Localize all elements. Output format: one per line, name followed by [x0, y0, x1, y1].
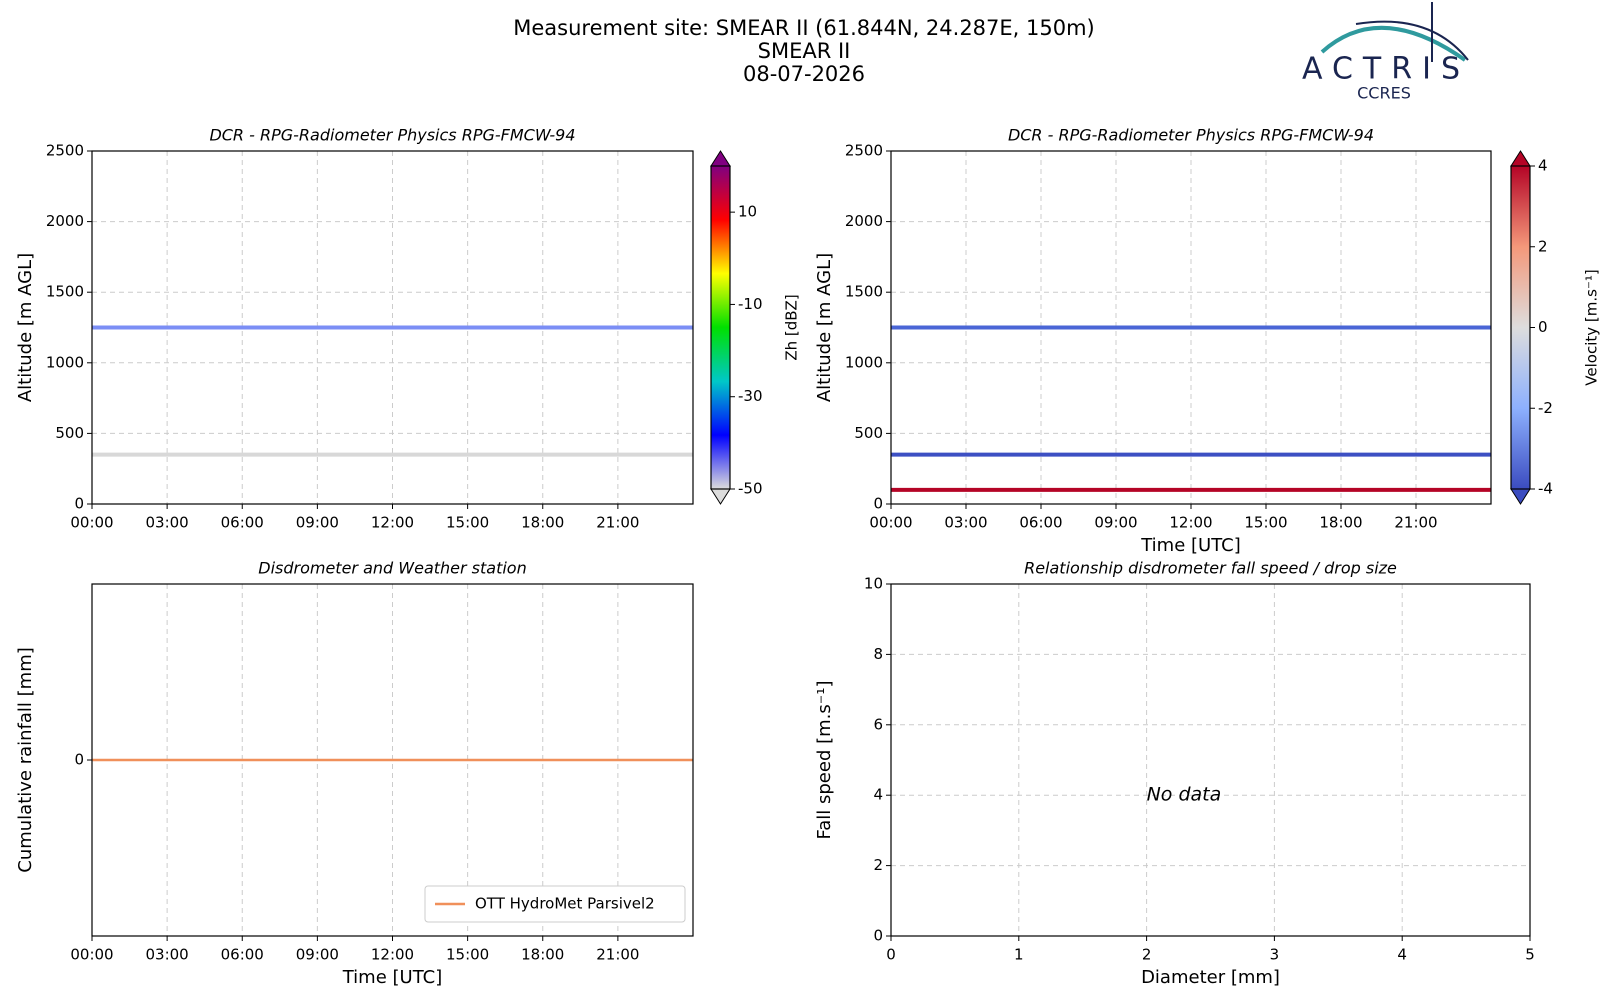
x-axis-label: Time [UTC] — [342, 967, 443, 988]
y-tick-label: 2500 — [845, 142, 883, 160]
legend-box — [424, 885, 686, 923]
y-tick-label: 1000 — [46, 353, 84, 371]
colorbar-label: Velocity [m.s⁻¹] — [1583, 269, 1600, 385]
y-tick-label: 2000 — [845, 212, 883, 230]
y-axis-label: Altitude [m AGL] — [15, 253, 36, 402]
colorbar-tick-label: -30 — [738, 387, 763, 405]
panel-title: Disdrometer and Weather station — [258, 559, 526, 578]
x-tick-label: 03:00 — [944, 514, 987, 532]
panel-title: Relationship disdrometer fall speed / dr… — [1024, 559, 1397, 578]
colorbar-tick-label: -4 — [1538, 480, 1553, 498]
x-tick-label: 1 — [1014, 946, 1024, 964]
x-tick-label: 21:00 — [596, 946, 639, 964]
y-tick-label: 1500 — [845, 283, 883, 301]
legend-label: OTT HydroMet Parsivel2 — [475, 895, 655, 913]
colorbar-extend — [710, 488, 731, 505]
x-tick-label: 15:00 — [1244, 514, 1287, 532]
colorbar-tick-label: -2 — [1538, 399, 1553, 417]
x-tick-label: 06:00 — [221, 514, 264, 532]
y-tick-label: 2000 — [46, 212, 84, 230]
x-tick-label: 15:00 — [446, 946, 489, 964]
x-tick-label: 12:00 — [1169, 514, 1212, 532]
x-tick-label: 00:00 — [869, 514, 912, 532]
logo-text: ACTRIS — [1302, 52, 1470, 87]
logo-subtext: CCRES — [1357, 84, 1411, 103]
x-tick-label: 2 — [1142, 946, 1152, 964]
colorbar — [1511, 166, 1530, 489]
x-tick-label: 00:00 — [70, 946, 113, 964]
x-tick-label: 00:00 — [70, 514, 113, 532]
x-axis-label: Time [UTC] — [1140, 535, 1241, 556]
colorbar-frame — [710, 165, 731, 490]
x-tick-label: 12:00 — [371, 514, 414, 532]
y-tick-label: 2 — [873, 856, 883, 874]
y-tick-label: 10 — [864, 575, 883, 593]
colorbar-tick-label: 2 — [1538, 237, 1548, 255]
x-tick-label: 3 — [1270, 946, 1280, 964]
x-tick-label: 21:00 — [1394, 514, 1437, 532]
y-axis-label: Cumulative rainfall [mm] — [15, 647, 36, 873]
x-tick-label: 03:00 — [146, 514, 189, 532]
panel-title: DCR - RPG-Radiometer Physics RPG-FMCW-94 — [209, 126, 575, 145]
x-tick-label: 09:00 — [296, 946, 339, 964]
x-tick-label: 15:00 — [446, 514, 489, 532]
y-tick-label: 0 — [873, 927, 883, 945]
colorbar-extend — [710, 150, 731, 167]
plot-frame — [91, 583, 694, 937]
x-tick-label: 03:00 — [146, 946, 189, 964]
y-tick-label: 0 — [74, 751, 84, 769]
plot-frame — [890, 150, 1492, 505]
colorbar — [711, 166, 730, 489]
y-tick-label: 6 — [873, 715, 883, 733]
x-tick-label: 06:00 — [1019, 514, 1062, 532]
logo-arc — [1320, 25, 1467, 62]
colorbar-extend — [1510, 488, 1531, 505]
title-line: Measurement site: SMEAR II (61.844N, 24.… — [513, 16, 1095, 40]
y-axis-label: Altitude [m AGL] — [814, 253, 835, 402]
x-tick-label: 5 — [1525, 946, 1535, 964]
y-tick-label: 0 — [873, 495, 883, 513]
plot-frame — [91, 150, 694, 505]
x-tick-label: 09:00 — [1094, 514, 1137, 532]
x-tick-label: 12:00 — [371, 946, 414, 964]
x-tick-label: 21:00 — [596, 514, 639, 532]
annotation: No data — [1147, 784, 1222, 806]
x-tick-label: 06:00 — [221, 946, 264, 964]
colorbar-tick-label: 10 — [738, 203, 757, 221]
y-tick-label: 500 — [854, 424, 883, 442]
y-tick-label: 2500 — [46, 142, 84, 160]
y-tick-label: 0 — [74, 495, 84, 513]
colorbar-tick-label: 0 — [1538, 318, 1548, 336]
x-tick-label: 18:00 — [521, 514, 564, 532]
y-tick-label: 8 — [873, 645, 883, 663]
colorbar-label: Zh [dBZ] — [783, 294, 801, 360]
y-tick-label: 1500 — [46, 283, 84, 301]
logo: ACTRIS CCRES — [1302, 2, 1470, 103]
x-tick-label: 09:00 — [296, 514, 339, 532]
y-tick-label: 500 — [55, 424, 84, 442]
plot-frame — [890, 583, 1531, 937]
title-line: SMEAR II — [758, 39, 851, 63]
y-axis-label: Fall speed [m.s⁻¹] — [814, 681, 835, 840]
panel-title: DCR - RPG-Radiometer Physics RPG-FMCW-94 — [1008, 126, 1374, 145]
x-tick-label: 18:00 — [521, 946, 564, 964]
x-tick-label: 4 — [1397, 946, 1407, 964]
colorbar-tick-label: -50 — [738, 480, 763, 498]
title-line: 08-07-2026 — [743, 62, 865, 86]
x-tick-label: 18:00 — [1319, 514, 1362, 532]
colorbar-tick-label: 4 — [1538, 157, 1548, 175]
x-tick-label: 0 — [886, 946, 896, 964]
logo-arc — [1355, 20, 1469, 61]
colorbar-tick-label: -10 — [738, 295, 763, 313]
x-axis-label: Diameter [mm] — [1141, 967, 1280, 988]
y-tick-label: 1000 — [845, 353, 883, 371]
colorbar-extend — [1510, 150, 1531, 167]
y-tick-label: 4 — [873, 786, 883, 804]
